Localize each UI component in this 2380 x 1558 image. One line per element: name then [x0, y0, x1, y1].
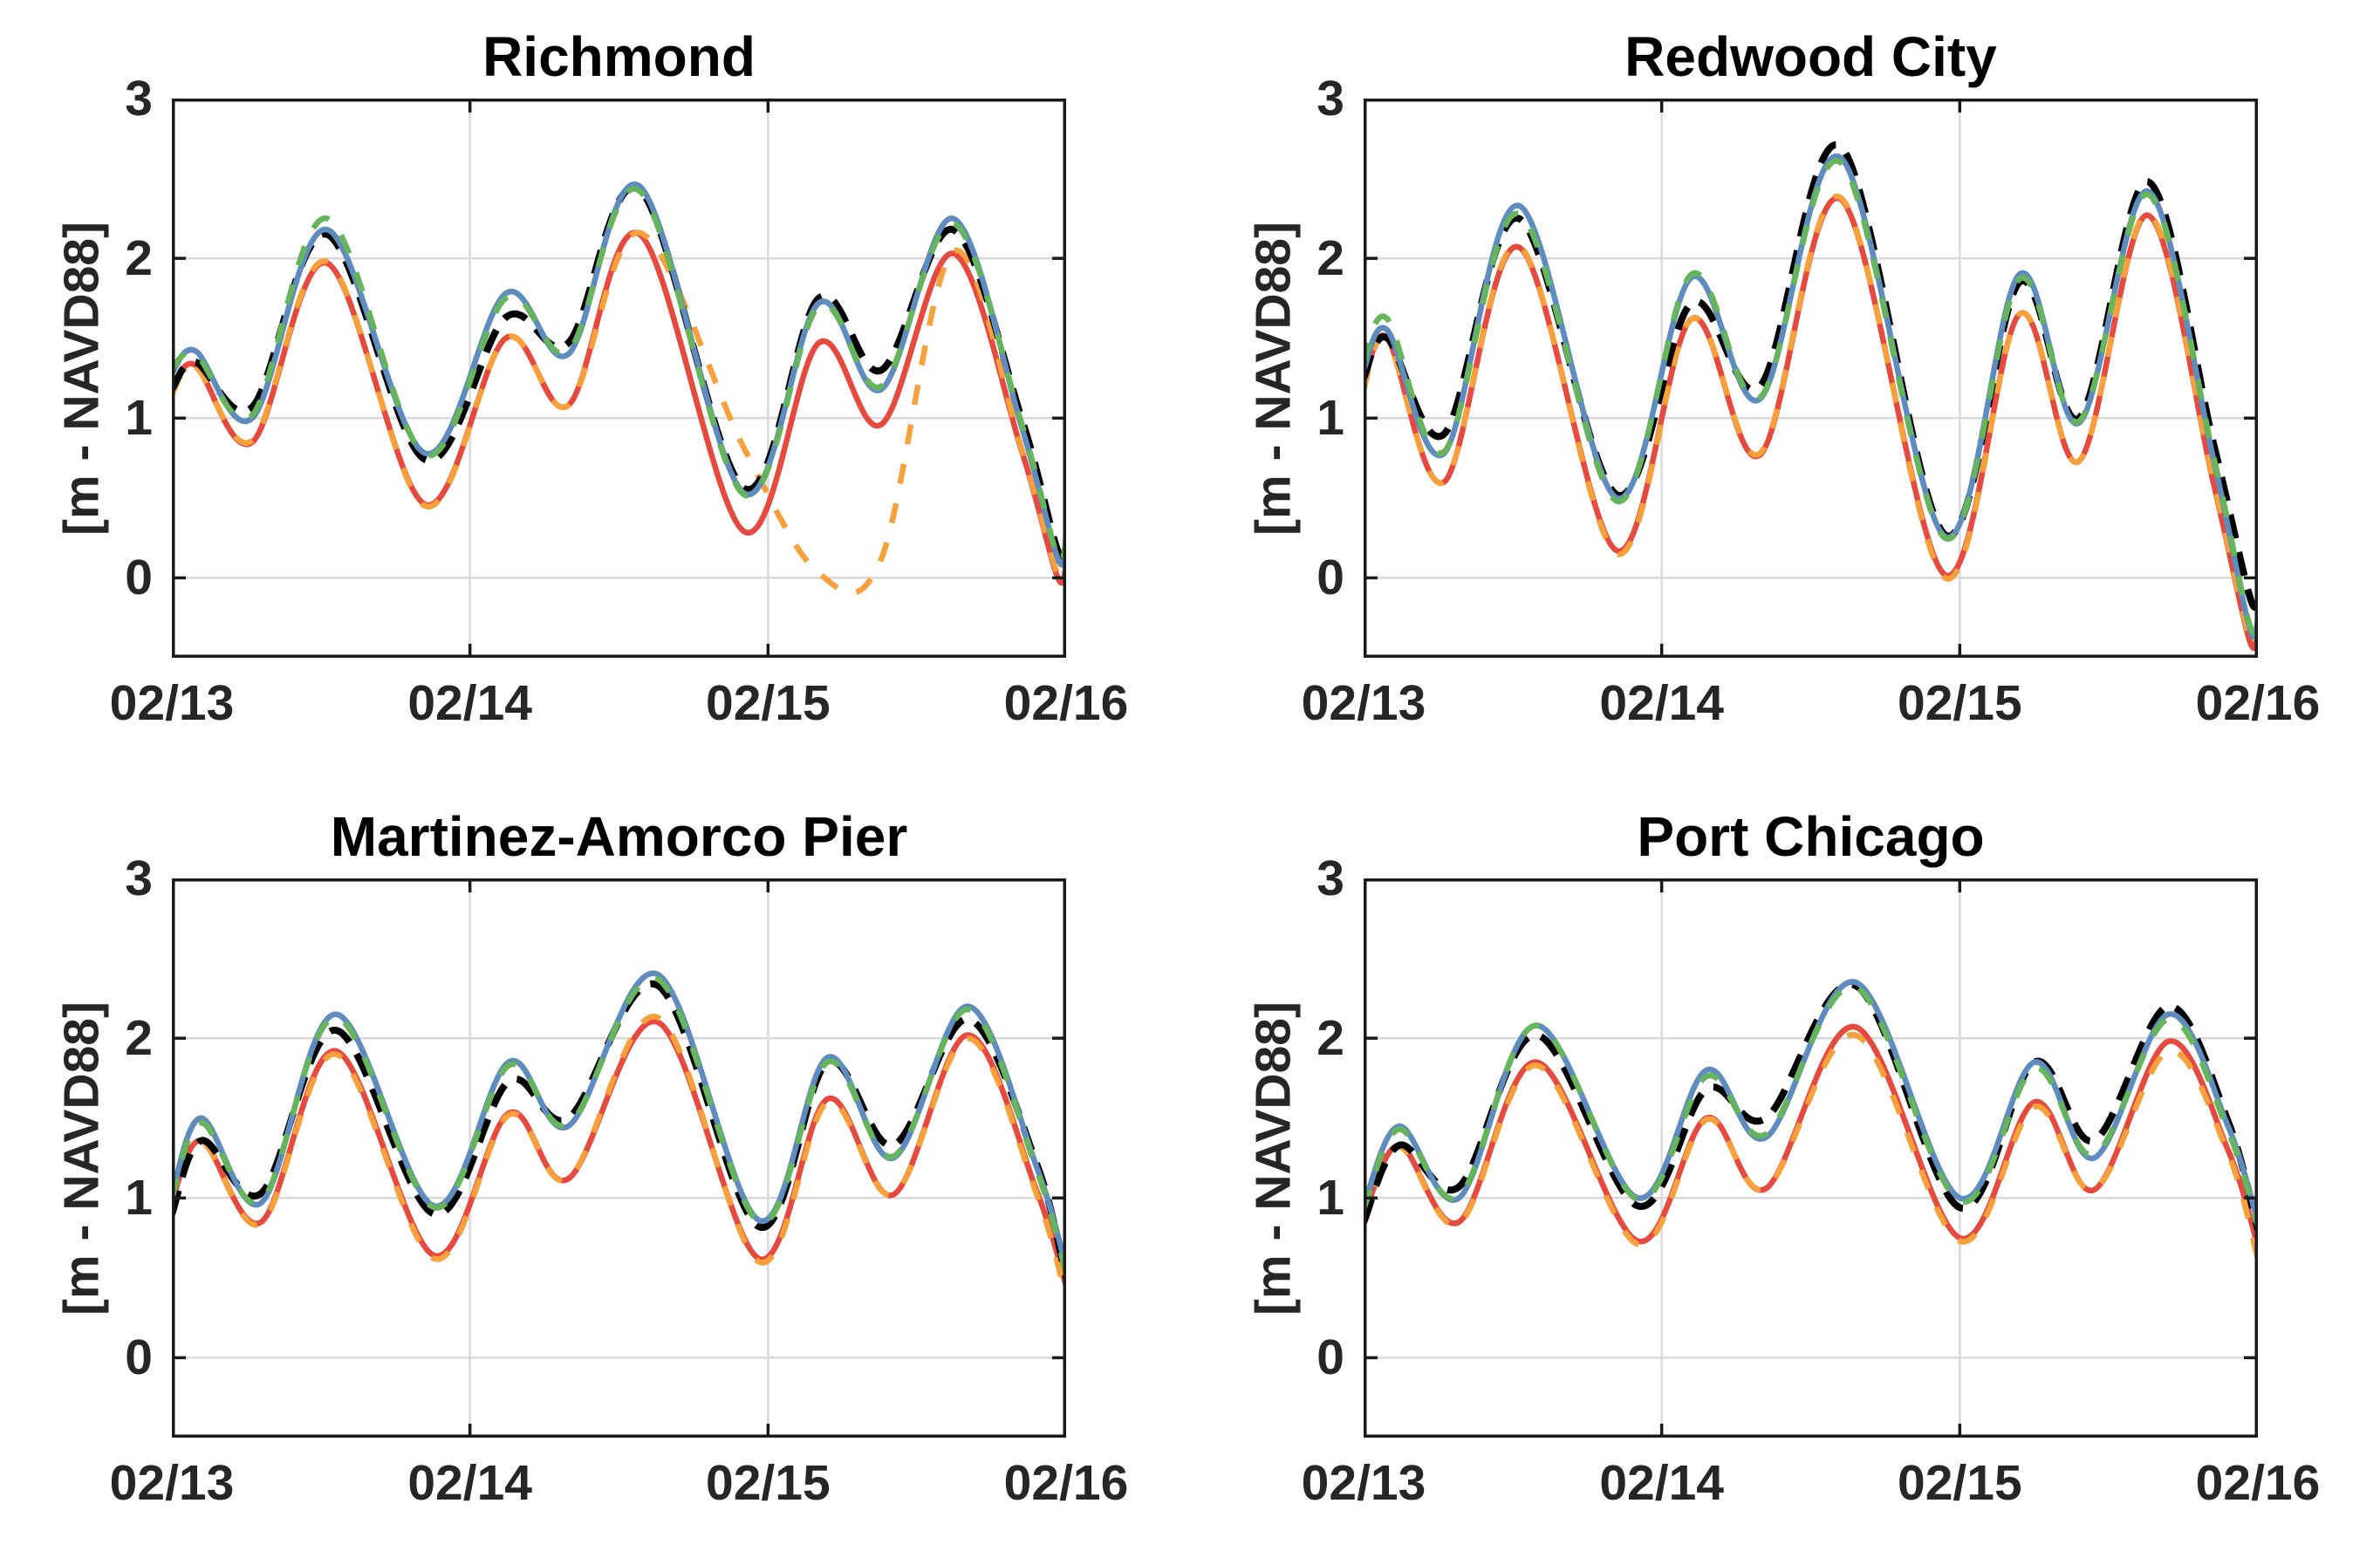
y-tick-label: 2 — [125, 1010, 153, 1067]
x-tick-label: 02/13 — [109, 675, 235, 731]
y-tick-label: 2 — [125, 230, 153, 287]
x-tick-label: 02/15 — [1898, 1455, 2022, 1511]
x-tick-label: 02/14 — [407, 675, 532, 731]
x-tick-label: 02/15 — [706, 675, 831, 731]
x-tick-label: 02/16 — [1003, 675, 1129, 731]
y-tick-label: 3 — [1317, 851, 1344, 906]
subplot-title-richmond: Richmond — [482, 25, 756, 88]
y-tick-label: 2 — [1317, 1010, 1344, 1067]
y-tick-label: 2 — [1317, 230, 1344, 287]
x-tick-label: 02/15 — [1898, 675, 2022, 731]
x-tick-label: 02/14 — [407, 1455, 532, 1511]
x-tick-label: 02/13 — [109, 1455, 235, 1511]
x-tick-label: 02/13 — [1301, 675, 1426, 731]
subplot-richmond: Richmond [m - NAVD88] 3 2 1 0 02/13 02/1… — [54, 29, 1129, 728]
y-tick-label: 0 — [125, 550, 153, 606]
x-tick-label: 02/16 — [1003, 1455, 1129, 1511]
x-tick-label: 02/16 — [2195, 1455, 2321, 1511]
x-tick-label: 02/14 — [1599, 675, 1724, 731]
plot-area-port-chicago — [1364, 878, 2258, 1438]
subplot-title-martinez-amorco-pier: Martinez-Amorco Pier — [330, 805, 908, 868]
y-tick-label: 0 — [1317, 550, 1344, 606]
x-tick-label: 02/15 — [706, 1455, 831, 1511]
y-tick-label: 1 — [125, 1170, 153, 1227]
y-tick-label: 1 — [125, 390, 153, 447]
plot-area-martinez-amorco-pier — [172, 878, 1066, 1438]
y-tick-label: 1 — [1317, 390, 1344, 447]
plot-area-richmond — [172, 99, 1066, 658]
subplot-port-chicago: Port Chicago [m - NAVD88] 3 2 1 0 02/13 … — [1246, 809, 2321, 1508]
y-tick-label: 0 — [1317, 1329, 1344, 1386]
x-tick-label: 02/16 — [2195, 675, 2321, 731]
y-tick-label: 3 — [125, 71, 153, 126]
subplot-title-port-chicago: Port Chicago — [1637, 805, 1985, 868]
y-tick-label: 1 — [1317, 1170, 1344, 1227]
subplot-redwood-city: Redwood City [m - NAVD88] 3 2 1 0 02/13 … — [1246, 29, 2321, 728]
y-tick-label: 3 — [125, 851, 153, 906]
plot-area-redwood-city — [1364, 99, 2258, 658]
x-tick-label: 02/13 — [1301, 1455, 1426, 1511]
subplot-martinez-amorco-pier: Martinez-Amorco Pier [m - NAVD88] 3 2 1 … — [54, 809, 1129, 1508]
x-tick-label: 02/14 — [1599, 1455, 1724, 1511]
subplot-title-redwood-city: Redwood City — [1624, 25, 1997, 88]
y-tick-label: 3 — [1317, 71, 1344, 126]
y-tick-label: 0 — [125, 1329, 153, 1386]
